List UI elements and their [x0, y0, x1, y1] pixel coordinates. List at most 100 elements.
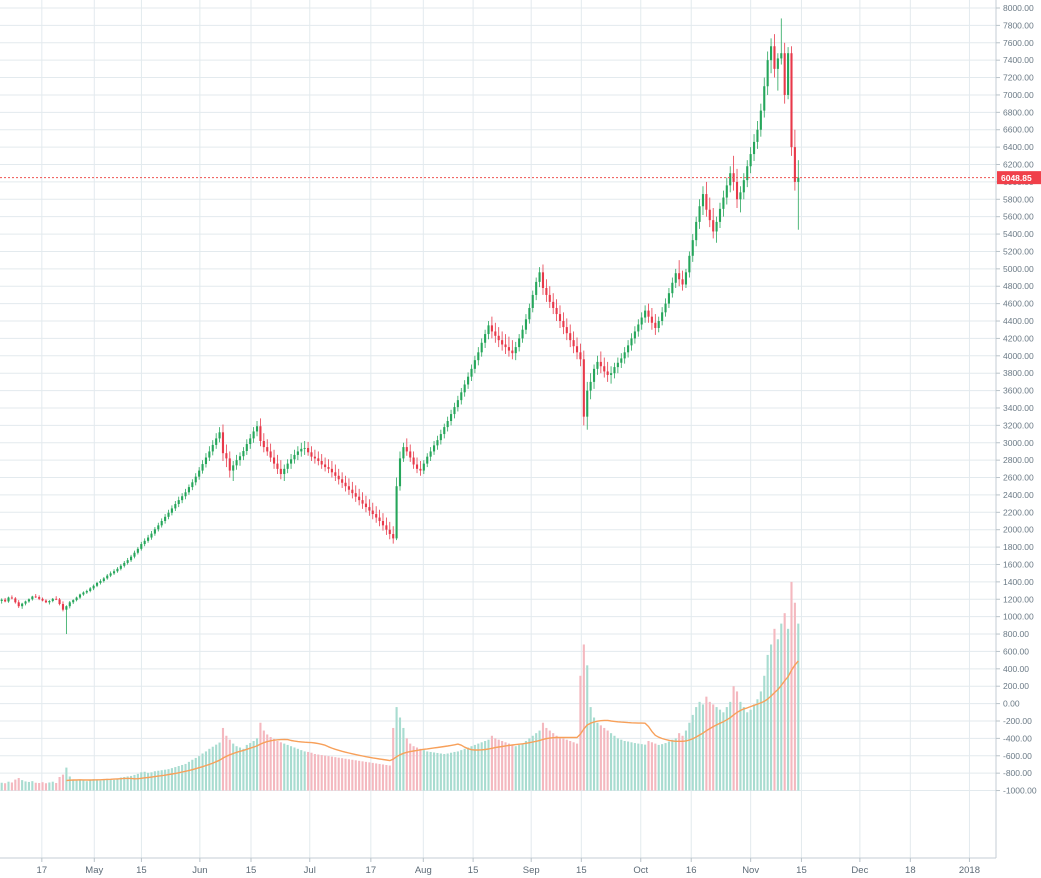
candle-body	[116, 568, 119, 572]
candle-body	[249, 438, 252, 445]
candle-body	[739, 192, 742, 200]
price-axis-tick-label: 3600.00	[1003, 386, 1034, 396]
volume-bar	[572, 742, 575, 791]
volume-bar	[92, 779, 95, 791]
volume-bar	[412, 746, 415, 791]
price-axis-tick-label: 200.00	[1003, 681, 1029, 691]
candle-body	[467, 376, 470, 385]
candle-body	[664, 303, 667, 313]
volume-bar	[538, 730, 541, 791]
volume-bar	[279, 742, 282, 791]
volume-bar	[150, 772, 153, 791]
candle-body	[48, 600, 51, 603]
candle-body	[150, 533, 153, 538]
candle-body	[671, 282, 674, 294]
volume-bar	[742, 707, 745, 791]
volume-bar	[147, 772, 150, 791]
volume-bar	[211, 746, 214, 791]
price-axis-tick-label: 7800.00	[1003, 20, 1034, 30]
volume-bars	[0, 581, 800, 791]
volume-bar	[473, 744, 476, 791]
volume-bar	[170, 768, 173, 791]
candle-body	[432, 445, 436, 452]
volume-bar	[490, 735, 493, 791]
last-price-tag[interactable]	[997, 171, 1041, 185]
candle-body	[119, 565, 122, 569]
volume-bar	[184, 763, 187, 791]
candle-body	[776, 58, 779, 69]
candle-body	[221, 432, 225, 454]
volume-bar	[467, 747, 470, 791]
candle-body	[293, 454, 296, 460]
candle-body	[535, 281, 538, 295]
candle-body	[147, 537, 150, 541]
volume-bar	[770, 644, 773, 791]
volume-bar	[14, 779, 17, 791]
candle-body	[477, 352, 480, 361]
volume-bar	[27, 781, 30, 791]
candle-body	[392, 534, 395, 539]
volume-bar	[603, 727, 606, 791]
candle-body	[749, 154, 752, 167]
candle-body	[92, 585, 95, 589]
candle-body	[157, 525, 160, 530]
volume-bar	[160, 770, 163, 791]
volume-bar	[415, 747, 419, 791]
candle-body	[419, 468, 422, 471]
candle-body	[552, 301, 555, 308]
volume-bar	[364, 761, 368, 791]
volume-bar	[732, 686, 735, 791]
volume-bar	[320, 755, 323, 791]
candle-body	[112, 571, 116, 574]
candle-body	[545, 287, 548, 295]
volume-bar	[582, 644, 585, 791]
volume-bar	[644, 744, 647, 791]
volume-bar	[565, 739, 568, 791]
volume-bar	[272, 738, 276, 791]
volume-bar	[194, 757, 197, 791]
volume-bar	[293, 747, 296, 791]
candle-body	[524, 319, 528, 330]
volume-bar	[497, 739, 500, 791]
volume-bar	[245, 744, 248, 791]
candle-body	[654, 322, 657, 328]
candle-body	[701, 194, 705, 207]
candle-body	[518, 338, 521, 348]
volume-bar	[650, 742, 653, 791]
volume-bar	[725, 707, 728, 791]
price-axis-tick-label: -800.00	[1003, 768, 1032, 778]
price-axis-tick-label: 1200.00	[1003, 594, 1034, 604]
candle-body	[422, 463, 425, 471]
volume-bar	[521, 743, 524, 791]
candle-body	[729, 173, 732, 186]
candle-body	[307, 447, 310, 453]
volume-bar	[85, 781, 88, 791]
volume-bar	[358, 760, 361, 791]
volume-bar	[75, 780, 78, 791]
volume-bar	[313, 754, 316, 791]
candle-body	[742, 180, 745, 193]
candle-body	[630, 338, 633, 346]
price-axis-tick-label: 5000.00	[1003, 264, 1034, 274]
price-axis-tick-label: 8000.00	[1003, 3, 1034, 13]
price-axis[interactable]: 8000.00 7800.00 7600.00 7400.00 7200.00 7000.…	[995, 0, 1041, 858]
volume-bar	[398, 717, 402, 791]
candle-body	[412, 457, 415, 465]
candlestick-series	[0, 18, 800, 635]
volume-bar	[797, 623, 800, 791]
volume-bar	[368, 762, 371, 791]
time-axis[interactable]: 17 May 15 Jun 15 Jul 17 Aug 15 Sep 15 Oct 16 Nov 15 Dec…	[0, 857, 996, 876]
volume-bar	[531, 735, 534, 791]
candle-body	[31, 596, 34, 600]
candle-body	[647, 310, 650, 317]
candle-body	[439, 434, 442, 441]
volume-bar	[303, 751, 306, 791]
candle-body	[344, 482, 347, 487]
candle-body	[759, 110, 762, 130]
candle-body	[385, 525, 388, 530]
candle-body	[65, 606, 68, 610]
candle-body	[347, 486, 350, 490]
volume-bar	[89, 779, 92, 791]
volume-bar	[402, 727, 405, 791]
